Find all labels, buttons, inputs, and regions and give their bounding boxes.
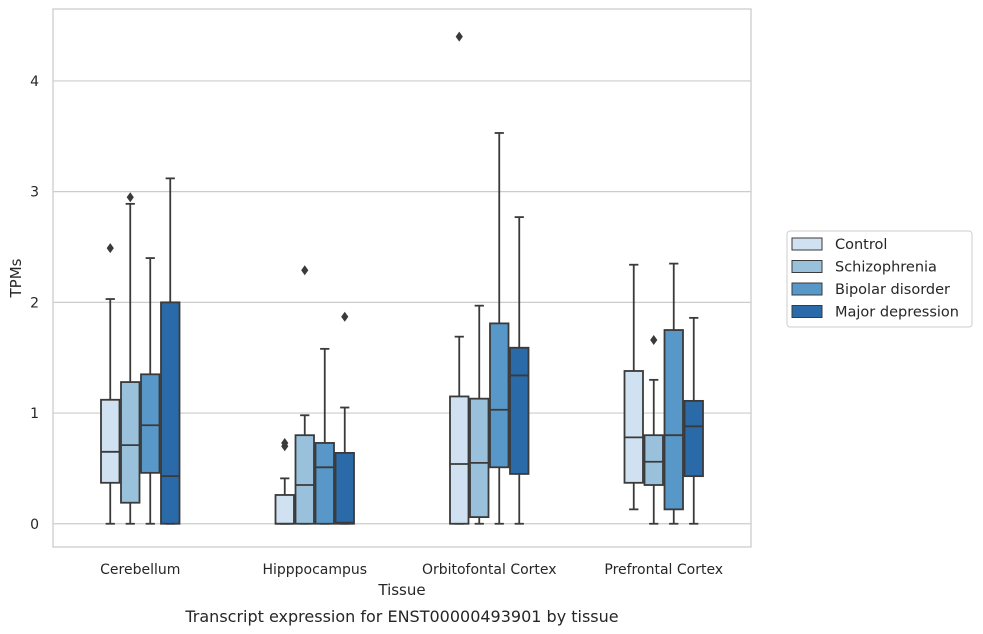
chart-caption: Transcript expression for ENST0000049390… — [184, 607, 618, 626]
box-0-3 — [160, 177, 181, 525]
box-2-0 — [449, 31, 470, 525]
y-tick-label-3: 3 — [30, 185, 39, 201]
box-body — [489, 322, 510, 469]
y-tick-label-1: 1 — [30, 406, 39, 422]
legend-frame — [786, 230, 973, 328]
outlier-1 — [281, 437, 289, 448]
outlier-0 — [650, 334, 658, 345]
outlier-0 — [301, 265, 309, 276]
box-3-1 — [643, 334, 664, 525]
x-tick-label-0: Cerebellum — [100, 562, 180, 578]
legend-label-1: Schizophrenia — [835, 260, 937, 276]
x-tick-label-2: Orbitofontal Cortex — [422, 562, 557, 578]
outlier-0 — [126, 192, 134, 203]
box-2-1 — [469, 304, 490, 525]
box-0-0 — [100, 243, 121, 525]
box-body — [623, 370, 644, 484]
box-plots — [100, 31, 704, 525]
box-body — [469, 397, 490, 519]
box-body — [509, 346, 530, 475]
plot-frame — [52, 8, 752, 548]
legend-swatch-1 — [791, 260, 823, 273]
box-body — [449, 395, 470, 525]
outlier-0 — [455, 31, 463, 42]
box-1-2 — [314, 347, 335, 525]
box-3-3 — [683, 316, 704, 525]
legend: Control Schizophrenia Bipolar disorder Majo… — [786, 230, 973, 328]
x-tick-label-3: Prefrontal Cortex — [604, 562, 723, 578]
y-axis-label: TPMs — [7, 258, 25, 298]
y-tick-label-0: 0 — [30, 517, 39, 533]
legend-swatch-0 — [791, 237, 823, 251]
legend-label-3: Major depression — [835, 305, 959, 321]
y-tick-labels: 0 1 2 3 4 — [30, 74, 39, 533]
box-3-2 — [663, 262, 684, 525]
box-body — [120, 381, 141, 504]
legend-swatch-3 — [791, 305, 823, 318]
box-2-3 — [509, 216, 530, 525]
y-tick-label-4: 4 — [30, 74, 39, 90]
x-axis-label: Tissue — [377, 581, 425, 599]
outlier-0 — [106, 243, 114, 254]
box-body — [140, 373, 161, 474]
x-tick-label-1: Hipppocampus — [262, 562, 367, 578]
box-body — [100, 398, 121, 484]
box-1-3 — [334, 311, 355, 525]
x-tick-labels: Cerebellum Hipppocampus Orbitofontal Corte… — [100, 562, 723, 578]
box-0-2 — [140, 257, 161, 525]
box-body — [274, 494, 295, 525]
box-body — [643, 434, 664, 486]
box-3-0 — [623, 263, 644, 511]
box-1-1 — [294, 265, 315, 525]
legend-label-0: Control — [835, 237, 887, 253]
box-1-0 — [274, 437, 295, 525]
box-body — [334, 452, 355, 525]
legend-label-2: Bipolar disorder — [835, 282, 950, 298]
box-body — [314, 442, 335, 525]
box-0-1 — [120, 192, 141, 525]
box-2-2 — [489, 132, 510, 525]
outlier-0 — [341, 311, 349, 322]
y-tick-label-2: 2 — [30, 295, 39, 311]
box-body — [683, 399, 704, 478]
box-body — [294, 434, 315, 525]
box-body — [663, 329, 684, 511]
legend-swatch-2 — [791, 282, 823, 296]
box-body — [160, 301, 181, 525]
